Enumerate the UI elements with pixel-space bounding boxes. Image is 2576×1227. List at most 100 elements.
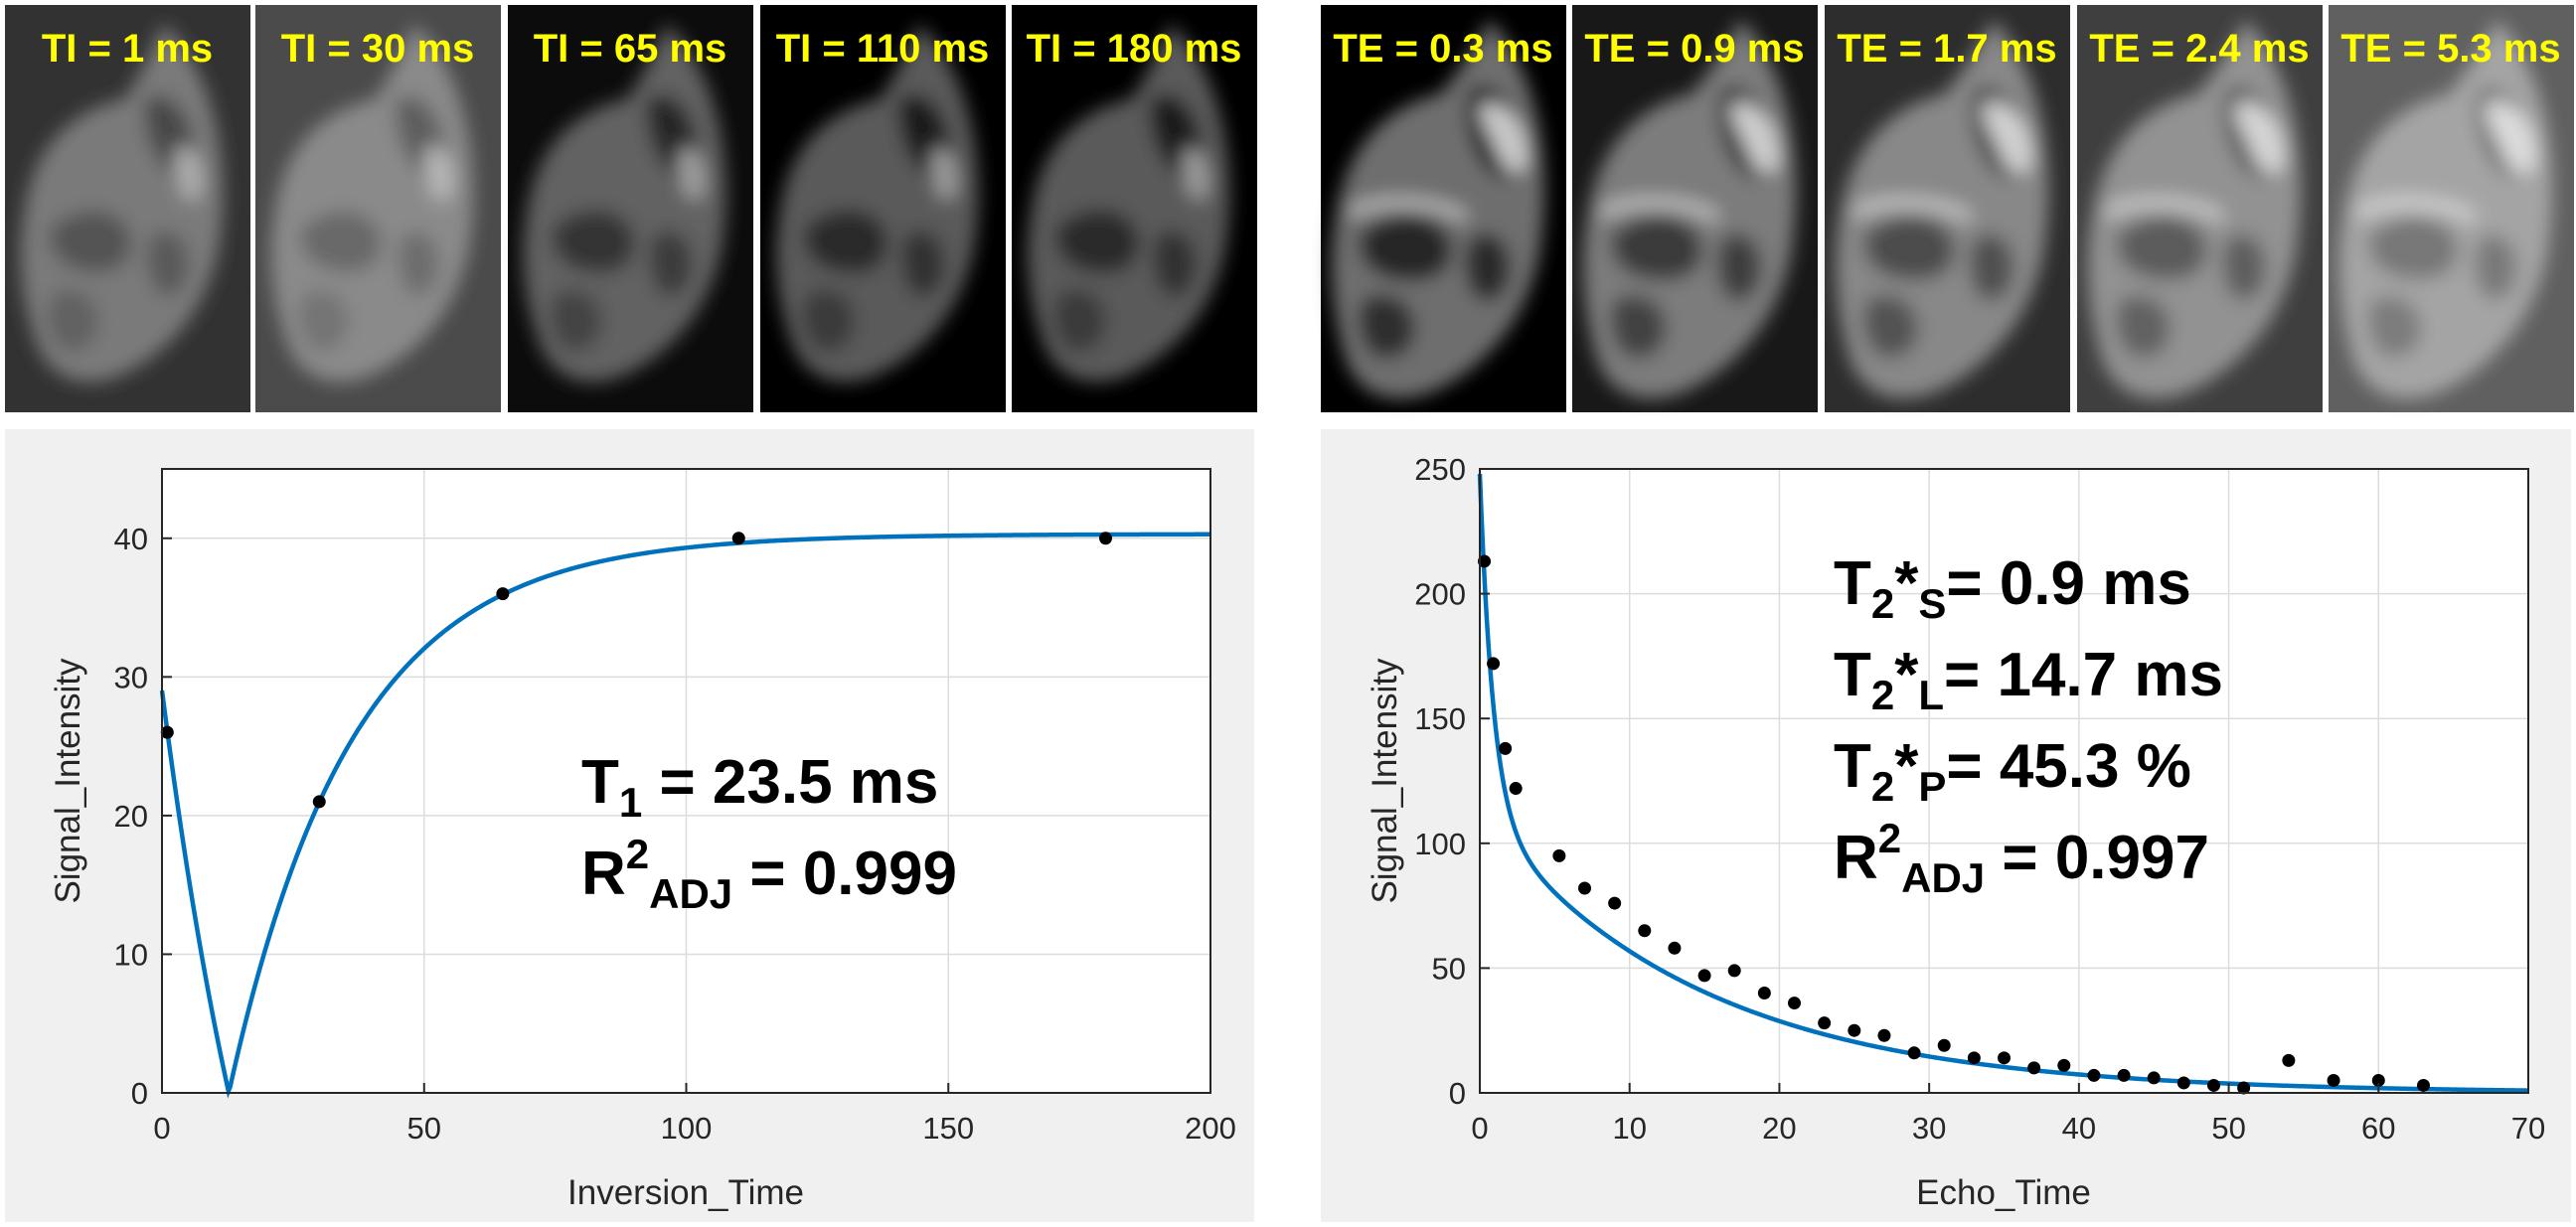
t2star-chart-points [1478, 554, 2430, 1095]
te-image-3: TE = 1.7 ms [1825, 5, 2070, 412]
data-point [496, 587, 510, 601]
t1-chart: 0 50 100 150 200 0 10 20 30 40 Inversion_Time Sig… [5, 429, 1254, 1222]
y-tick-label: 0 [131, 1076, 148, 1111]
data-point [1697, 969, 1711, 983]
t1-annotation-line2: R2ADJ = 0.999 [581, 831, 957, 917]
x-tick-label: 0 [153, 1111, 170, 1146]
data-point [1848, 1023, 1861, 1037]
te-image-5: TE = 5.3 ms [2329, 5, 2574, 412]
x-tick-label: 60 [2361, 1111, 2395, 1146]
fit-curve [159, 532, 1210, 1099]
inversion-time-image-strip: TI = 1 ms TI = 30 ms TI = 65 ms TI = 110… [5, 5, 1257, 412]
x-tick-label: 50 [2211, 1111, 2245, 1146]
data-point [2207, 1078, 2220, 1092]
y-tick-label: 20 [114, 799, 148, 834]
x-tick-label: 70 [2511, 1111, 2545, 1146]
y-tick-label: 0 [1449, 1076, 1466, 1111]
y-tick-label: 30 [114, 660, 148, 694]
data-point [1668, 941, 1682, 955]
t2star-chart-ylabel: Signal_Intensity [1366, 658, 1404, 904]
t1-chart-xlabel: Inversion_Time [567, 1173, 804, 1212]
t2star-annotation-line3: T2*P= 45.3 % [1834, 732, 2191, 810]
t1-annotation-line1: T1 = 23.5 ms [581, 748, 938, 826]
data-point [1818, 1016, 1832, 1030]
x-tick-label: 40 [2062, 1111, 2096, 1146]
data-point [2027, 1061, 2041, 1075]
ti-image-2: TI = 30 ms [255, 5, 501, 412]
data-point [2147, 1071, 2161, 1085]
data-point [1552, 848, 1566, 862]
t1-chart-fit-layer [159, 532, 1210, 1099]
data-point [1478, 554, 1492, 568]
data-point [1877, 1028, 1891, 1042]
y-tick-label: 40 [114, 522, 148, 556]
data-point [160, 725, 174, 739]
te-label-1: TE = 0.3 ms [1333, 27, 1552, 71]
x-tick-label: 0 [1471, 1111, 1488, 1146]
data-point [1998, 1051, 2011, 1065]
ti-image-4: TI = 110 ms [760, 5, 1006, 412]
data-point [2117, 1068, 2131, 1082]
data-point [1099, 532, 1112, 545]
t1-chart-points [160, 532, 1112, 809]
data-point [2371, 1073, 2385, 1087]
y-tick-label: 150 [1414, 701, 1466, 736]
data-point [2282, 1053, 2296, 1067]
te-label-5: TE = 5.3 ms [2340, 27, 2560, 71]
ti-label-2: TI = 30 ms [281, 27, 475, 71]
t2star-chart: 0 10 20 30 40 50 60 70 0 50 100 150 200 250 Echo_Time… [1321, 429, 2571, 1222]
t2star-chart-fit-layer [1477, 473, 2529, 1093]
data-point [2417, 1078, 2430, 1092]
y-tick-label: 10 [114, 937, 148, 972]
ti-image-5: TI = 180 ms [1012, 5, 1257, 412]
x-tick-label: 50 [407, 1111, 441, 1146]
data-point [1509, 782, 1523, 796]
x-tick-label: 20 [1762, 1111, 1796, 1146]
y-tick-label: 200 [1414, 577, 1466, 612]
t1-chart-ylabel: Signal_Intensity [49, 658, 87, 904]
data-point [1638, 924, 1652, 938]
data-point [1578, 881, 1591, 895]
te-image-2: TE = 0.9 ms [1572, 5, 1818, 412]
data-point [1499, 741, 1513, 755]
ti-image-3: TI = 65 ms [508, 5, 753, 412]
y-tick-label: 50 [1432, 951, 1466, 986]
ti-label-5: TI = 180 ms [1027, 27, 1242, 71]
fit-curve [1477, 473, 2529, 1093]
data-point [1907, 1046, 1921, 1060]
te-label-4: TE = 2.4 ms [2089, 27, 2309, 71]
ti-label-3: TI = 65 ms [534, 27, 727, 71]
data-point [1608, 896, 1622, 910]
x-tick-label: 30 [1912, 1111, 1946, 1146]
te-label-2: TE = 0.9 ms [1584, 27, 1804, 71]
data-point [1757, 987, 1771, 1000]
ti-label-1: TI = 1 ms [42, 27, 213, 71]
ti-image-1: TI = 1 ms [5, 5, 250, 412]
echo-time-image-strip: TE = 0.3 ms TE = 0.9 ms TE = 1.7 ms TE =… [1321, 5, 2574, 412]
data-point [2176, 1076, 2190, 1090]
x-tick-label: 100 [661, 1111, 713, 1146]
data-point [2327, 1073, 2340, 1087]
t2star-annotation-line1: T2*S= 0.9 ms [1834, 549, 2191, 627]
t2star-chart-ticks: 0 10 20 30 40 50 60 70 0 50 100 150 200 250 [1414, 452, 2545, 1146]
t2star-chart-plot-area [1480, 469, 2528, 1093]
x-tick-label: 150 [922, 1111, 974, 1146]
data-point [1727, 964, 1741, 978]
y-tick-label: 250 [1414, 452, 1466, 487]
data-point [731, 532, 745, 545]
data-point [312, 795, 326, 809]
ti-label-4: TI = 110 ms [776, 27, 990, 71]
t2star-chart-axes-box [1479, 468, 2529, 1094]
t2star-annotation-line2: T2*L= 14.7 ms [1834, 641, 2223, 718]
data-point [1487, 657, 1501, 671]
t2star-annotation-line4: R2ADJ = 0.997 [1834, 815, 2209, 901]
t1-chart-ticks: 0 50 100 150 200 0 10 20 30 40 [114, 522, 1236, 1146]
te-label-3: TE = 1.7 ms [1837, 27, 2056, 71]
x-tick-label: 10 [1612, 1111, 1646, 1146]
data-point [2057, 1058, 2071, 1072]
y-tick-label: 100 [1414, 827, 1466, 861]
data-point [2237, 1081, 2251, 1095]
data-point [1937, 1038, 1951, 1052]
data-point [1967, 1051, 1981, 1065]
